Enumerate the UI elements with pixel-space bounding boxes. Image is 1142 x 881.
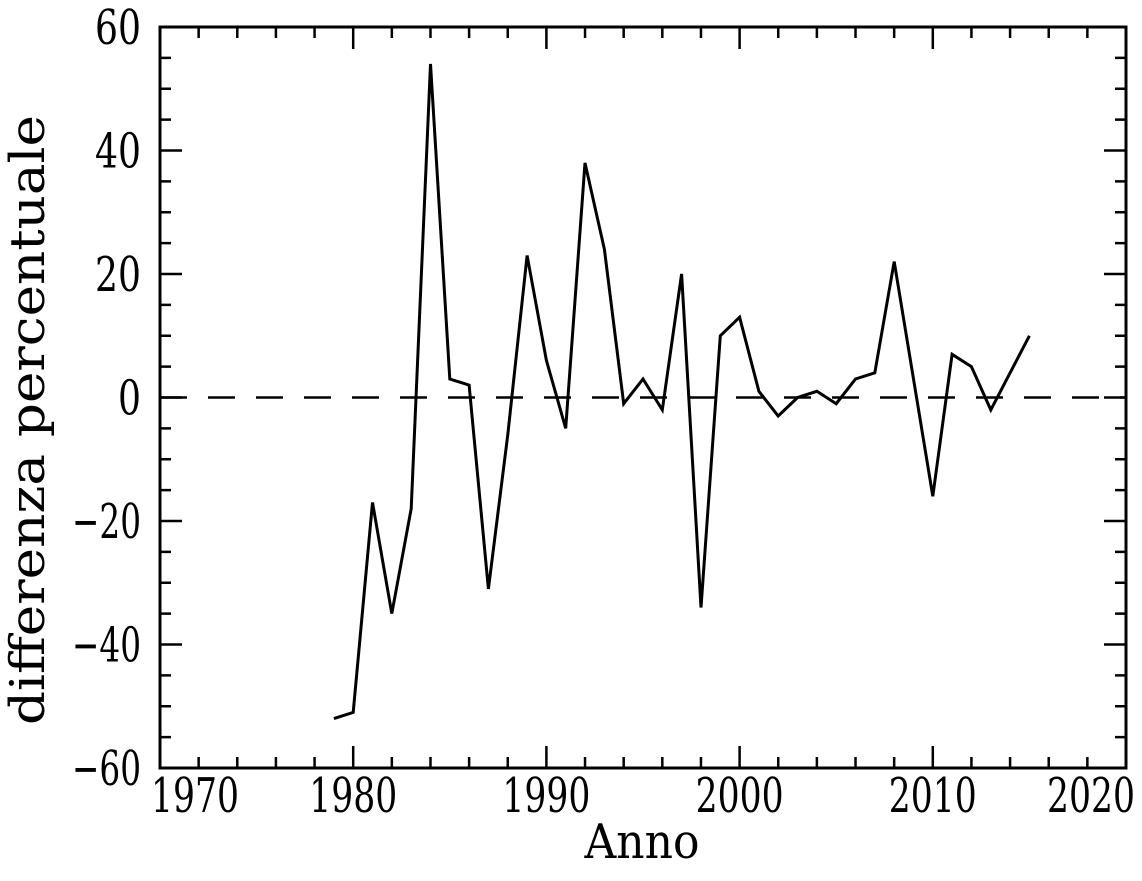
x-tick-label: 1970 bbox=[151, 768, 239, 824]
y-tick-label: 20 bbox=[95, 247, 141, 303]
axis-ticks bbox=[158, 25, 1128, 770]
plot-box bbox=[158, 25, 1128, 770]
x-tick-label: 1980 bbox=[309, 768, 397, 824]
x-tick-label: 1990 bbox=[502, 768, 590, 824]
x-axis-label: Anno bbox=[584, 814, 700, 870]
y-axis-label: differenza percentuale bbox=[0, 115, 56, 725]
y-tick-label: −60 bbox=[72, 741, 141, 797]
x-tick-label: 2000 bbox=[696, 768, 784, 824]
axis-tick-labels: 1970 1980 1990 2000 2010 2020 −60 −40 −20 0 20 40 60 bbox=[72, 0, 1135, 824]
y-tick-label: −40 bbox=[72, 618, 141, 674]
data-line bbox=[333, 63, 1031, 721]
y-tick-label: 0 bbox=[118, 371, 141, 427]
y-tick-label: 60 bbox=[95, 0, 141, 56]
y-tick-label: −20 bbox=[72, 494, 141, 550]
x-tick-label: 2010 bbox=[889, 768, 977, 824]
x-tick-label: 2020 bbox=[1047, 768, 1135, 824]
y-tick-label: 40 bbox=[95, 124, 141, 180]
